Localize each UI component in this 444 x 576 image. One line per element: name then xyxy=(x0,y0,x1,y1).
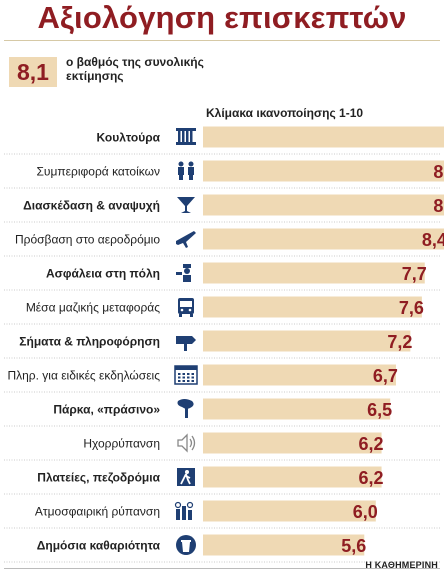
value-label-11: 6,0 xyxy=(353,502,378,522)
value-label-1: 8,8 xyxy=(433,162,444,182)
category-label-10: Πλατείες, πεζοδρόμια xyxy=(37,471,160,485)
category-label-11: Ατμοσφαιρική ρύπανση xyxy=(35,505,160,519)
bar-12 xyxy=(203,534,365,556)
bar-7 xyxy=(203,364,396,386)
chart-title: Αξιολόγηση επισκεπτών xyxy=(37,0,407,35)
bar-5 xyxy=(203,296,422,318)
value-label-10: 6,2 xyxy=(359,468,384,488)
category-label-6: Σήματα & πληροφόρηση xyxy=(19,335,160,349)
bar-10 xyxy=(203,466,382,488)
bar-3 xyxy=(203,228,444,250)
bus-icon xyxy=(178,298,194,317)
value-label-4: 7,7 xyxy=(402,264,427,284)
bar-11 xyxy=(203,500,376,522)
overall-score-label: ο βαθμός της συνολικής εκτίμησης xyxy=(66,55,204,83)
recycle-icon xyxy=(176,535,196,555)
value-label-12: 5,6 xyxy=(341,536,366,556)
airplane-icon xyxy=(176,231,196,248)
category-label-1: Συμπεριφορά κατοίκων xyxy=(37,165,161,179)
category-label-3: Πρόσβαση στο αεροδρόμιο xyxy=(15,233,160,247)
speaker-icon xyxy=(177,433,196,453)
value-label-8: 6,5 xyxy=(367,400,392,420)
column-icon xyxy=(176,128,196,145)
category-label-4: Ασφάλεια στη πόλη xyxy=(46,267,160,281)
source-label: Η ΚΑΘΗΜΕΡΙΝΗ xyxy=(365,560,438,570)
overall-score: 8,1 xyxy=(9,57,57,87)
value-label-7: 6,7 xyxy=(373,366,398,386)
value-label-5: 7,6 xyxy=(399,298,424,318)
footer-divider xyxy=(4,568,440,569)
bar-6 xyxy=(203,330,411,352)
category-label-0: Κουλτούρα xyxy=(96,131,160,145)
bar-2 xyxy=(203,194,444,216)
category-label-12: Δημόσια καθαριότητα xyxy=(37,539,161,553)
category-label-2: Διασκέδαση & αναψυχή xyxy=(23,199,160,213)
category-label-5: Μέσα μαζικής μεταφοράς xyxy=(26,301,160,315)
signpost-icon xyxy=(176,336,196,351)
bar-1 xyxy=(203,160,444,182)
bar-9 xyxy=(203,432,382,454)
police-icon xyxy=(176,264,191,282)
category-label-9: Ηχορρύπανση xyxy=(83,437,160,451)
value-label-2: 8,8 xyxy=(433,196,444,216)
bar-0 xyxy=(203,126,444,148)
bar-8 xyxy=(203,398,391,420)
category-label-8: Πάρκα, «πράσινο» xyxy=(53,403,160,417)
scale-label: Κλίμακα ικανοποίησης 1-10 xyxy=(206,106,364,120)
pedestrian-icon xyxy=(177,468,195,486)
tree-icon xyxy=(177,399,194,418)
calendar-icon xyxy=(174,365,198,385)
people-icon xyxy=(178,161,194,180)
value-label-9: 6,2 xyxy=(359,434,384,454)
category-label-7: Πληρ. για ειδικές εκδηλώσεις xyxy=(7,369,160,383)
value-label-3: 8,4 xyxy=(422,230,444,250)
value-label-6: 7,2 xyxy=(387,332,412,352)
title-divider xyxy=(4,40,440,41)
factory-icon xyxy=(174,501,194,520)
bar-4 xyxy=(203,262,425,284)
cocktail-icon xyxy=(177,197,195,213)
